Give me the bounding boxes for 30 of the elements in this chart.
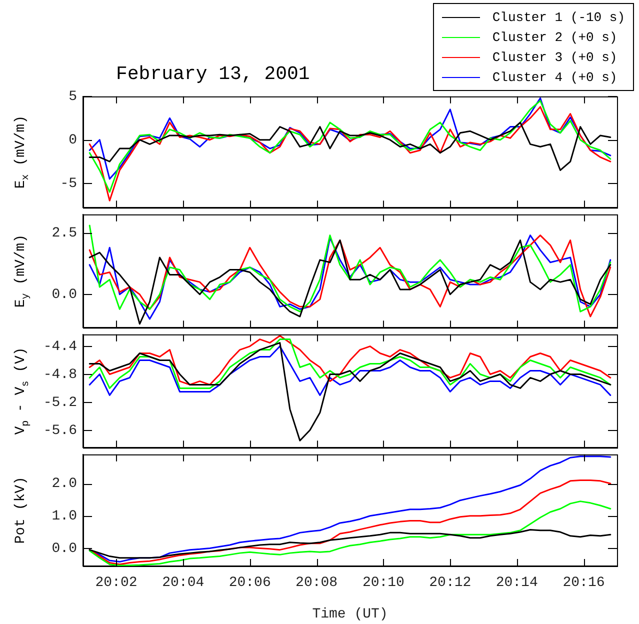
- x-tick-label: 20:06: [228, 575, 271, 592]
- x-tick-label: 20:08: [296, 575, 338, 592]
- y-tick-label: -5: [60, 176, 77, 192]
- y-tick-label: -5.6: [43, 422, 77, 439]
- legend-label: Cluster 4 (+0 s): [492, 70, 618, 84]
- x-tick-label: 20:10: [362, 575, 404, 592]
- y-tick-label: 0.0: [52, 540, 77, 557]
- legend-label: Cluster 3 (+0 s): [492, 50, 618, 64]
- y-axis-title: Ey (mV/m): [13, 234, 32, 308]
- y-axis-title: Vp - Vs (V): [13, 347, 32, 435]
- y-tick-label: 0.0: [52, 287, 77, 304]
- legend-label: Cluster 2 (+0 s): [492, 30, 618, 44]
- y-tick-label: -4.4: [43, 338, 77, 355]
- y-tick-label: -5.2: [43, 394, 77, 411]
- y-tick-label: 2.0: [52, 476, 77, 492]
- x-tick-label: 20:16: [562, 575, 605, 592]
- y-tick-label: 1.0: [52, 508, 77, 525]
- x-tick-label: 20:04: [162, 575, 204, 592]
- y-tick-label: 2.5: [52, 226, 77, 242]
- x-tick-label: 20:12: [429, 575, 472, 592]
- y-axis-title: Pot (kV): [13, 476, 29, 544]
- x-tick-label: 20:02: [95, 575, 138, 592]
- x-tick-label: 20:14: [496, 575, 538, 592]
- x-axis-title: Time (UT): [312, 606, 388, 622]
- y-tick-label: 0: [68, 132, 77, 149]
- y-tick-label: 5: [68, 89, 77, 106]
- y-axis-title: Ex (mV/m): [13, 115, 32, 189]
- chart-title: February 13, 2001: [116, 63, 310, 85]
- legend-label: Cluster 1 (-10 s): [492, 10, 625, 24]
- y-tick-label: -4.8: [43, 366, 77, 383]
